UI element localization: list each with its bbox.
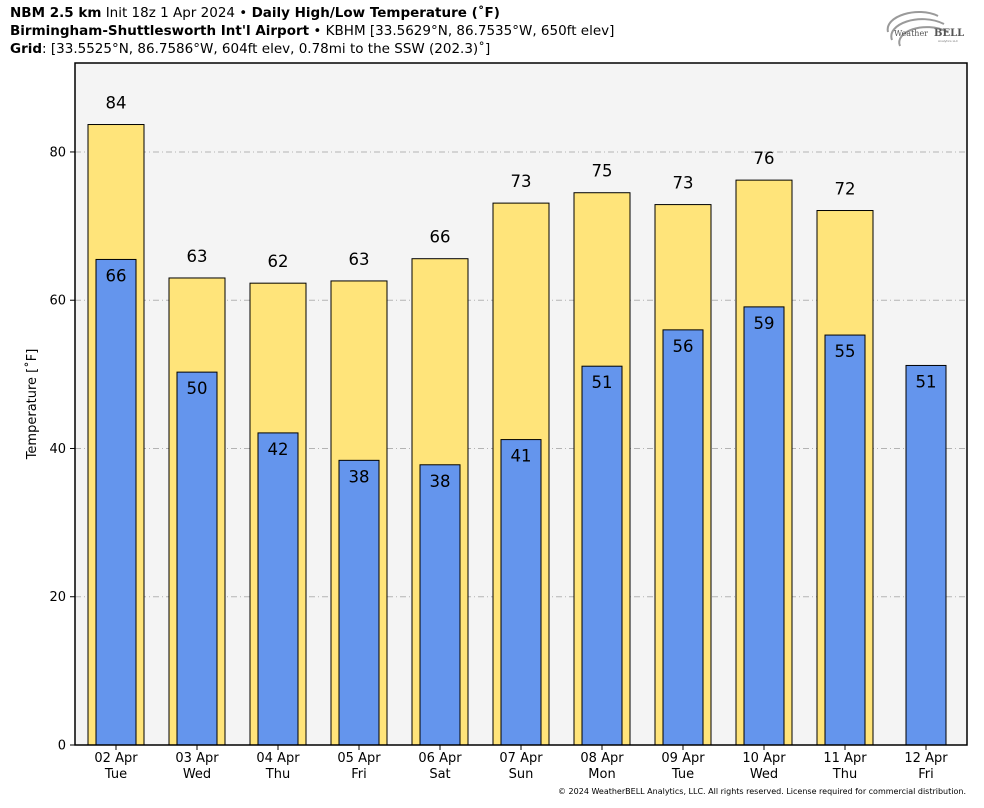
logo-text-weather: Weather: [894, 29, 928, 38]
station-line: Birmingham-Shuttlesworth Int'l Airport •…: [10, 23, 614, 40]
init-time: Init 18z 1 Apr 2024: [105, 5, 235, 21]
low-temp-bar: [95, 258, 137, 746]
low-temp-bar: [824, 334, 866, 746]
data-labels: 84 66 63 50 62 42 63 38 66 38 73 41 75 51 73 56 76 59 72 55…: [106, 94, 937, 491]
high-temp-label: 73: [673, 174, 694, 193]
model-name: NBM 2.5 km: [10, 5, 102, 21]
x-tick-label-date: 06 Apr: [418, 751, 462, 766]
low-temp-label: 42: [268, 440, 289, 459]
grid-label: Grid: [10, 41, 43, 57]
high-temp-label: 62: [268, 252, 289, 271]
low-temp-bar: [500, 439, 542, 746]
low-temp-label: 55: [835, 342, 856, 361]
y-tick-label: 80: [49, 145, 66, 160]
station-name: Birmingham-Shuttlesworth Int'l Airport: [10, 23, 310, 39]
x-tick-label-weekday: Sun: [509, 767, 534, 782]
x-tick-label-weekday: Thu: [265, 767, 290, 782]
y-tick-label: 0: [58, 739, 66, 754]
x-tick-label-date: 09 Apr: [661, 751, 705, 766]
high-temp-label: 73: [511, 172, 532, 191]
high-temp-label: 75: [592, 162, 613, 181]
low-temp-label: 38: [430, 472, 451, 491]
product-name: Daily High/Low Temperature (˚F): [251, 5, 500, 21]
x-tick-label-date: 05 Apr: [337, 751, 381, 766]
low-temp-bar: [176, 371, 218, 746]
high-temp-label: 84: [106, 94, 127, 113]
high-temp-label: 76: [754, 149, 775, 168]
y-tick-label: 40: [49, 442, 66, 457]
logo-subtext: Analytics LLC: [938, 39, 958, 43]
low-temp-label: 38: [349, 467, 370, 486]
low-temp-label: 41: [511, 447, 532, 466]
low-temp-label: 66: [106, 266, 127, 285]
x-tick-label-date: 07 Apr: [499, 751, 543, 766]
x-tick-label-date: 12 Apr: [904, 751, 948, 766]
y-tick-label: 60: [49, 294, 66, 309]
low-temp-label: 50: [187, 379, 208, 398]
x-tick-label-date: 10 Apr: [742, 751, 786, 766]
grid-line: Grid: [33.5525°N, 86.7586°W, 604ft elev,…: [10, 41, 490, 58]
x-tick-label-weekday: Wed: [183, 767, 211, 782]
low-temp-bar: [743, 306, 785, 746]
x-tick-label-date: 03 Apr: [175, 751, 219, 766]
low-temp-bar: [257, 432, 299, 746]
weatherbell-logo: Weather BELL Analytics LLC: [886, 11, 964, 47]
bullet-separator: •: [313, 23, 322, 39]
x-tick-label-weekday: Wed: [750, 767, 778, 782]
logo-text-bell: BELL: [934, 28, 964, 39]
x-tick-label-date: 02 Apr: [94, 751, 138, 766]
high-temp-label: 66: [430, 228, 451, 247]
y-tick-label: 20: [49, 590, 66, 605]
low-temp-bar: [419, 464, 461, 746]
x-tick-label-date: 04 Apr: [256, 751, 300, 766]
x-tick-label-weekday: Tue: [104, 767, 127, 782]
x-tick-label-date: 08 Apr: [580, 751, 624, 766]
low-temp-label: 51: [916, 372, 937, 391]
high-temp-label: 63: [187, 247, 208, 266]
high-temp-label: 72: [835, 180, 856, 199]
station-info: KBHM [33.5629°N, 86.7535°W, 650ft elev]: [325, 23, 615, 39]
copyright-footer: © 2024 WeatherBELL Analytics, LLC. All r…: [558, 787, 966, 796]
low-temp-bar: [905, 364, 947, 746]
low-temp-bar: [581, 365, 623, 746]
low-temp-bar: [338, 459, 380, 746]
chart-title-line: NBM 2.5 km Init 18z 1 Apr 2024 • Daily H…: [10, 5, 500, 22]
grid-info: : [33.5525°N, 86.7586°W, 604ft elev, 0.7…: [42, 41, 491, 57]
bullet-separator: •: [239, 5, 248, 21]
low-temp-label: 59: [754, 314, 775, 333]
high-temp-label: 63: [349, 250, 370, 269]
x-tick-label-weekday: Mon: [588, 767, 615, 782]
x-tick-label-weekday: Tue: [671, 767, 694, 782]
x-tick-label-weekday: Sat: [429, 767, 450, 782]
low-temperature-series: [95, 258, 947, 746]
low-temp-bar: [662, 329, 704, 746]
x-tick-label-date: 11 Apr: [823, 751, 867, 766]
low-temp-label: 56: [673, 337, 694, 356]
y-axis-label: Temperature [˚F]: [24, 349, 40, 461]
x-tick-label-weekday: Fri: [918, 767, 934, 782]
x-tick-label-weekday: Thu: [832, 767, 857, 782]
low-temp-label: 51: [592, 373, 613, 392]
x-tick-label-weekday: Fri: [351, 767, 367, 782]
